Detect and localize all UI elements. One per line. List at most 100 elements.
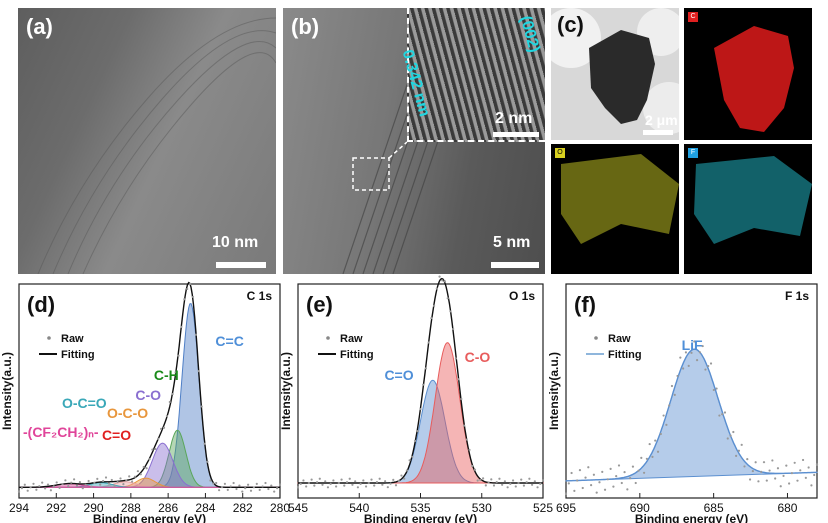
raw-point-2-55 [718,414,721,417]
raw-point-0-19 [73,478,76,481]
eds-map-o-shape [561,154,679,244]
raw-point-1-0 [296,486,300,489]
raw-point-0-55 [177,354,180,357]
component-1-0 [297,379,544,484]
raw-point-0-20 [75,484,79,487]
raw-point-0-9 [44,487,47,490]
raw-point-0-5 [32,482,35,485]
raw-point-0-83 [258,488,261,491]
raw-point-2-7 [584,476,587,479]
raw-point-2-82 [793,461,796,464]
raw-point-0-21 [78,481,81,484]
raw-point-1-80 [514,485,517,488]
raw-point-0-87 [270,484,273,487]
x-tick-label-2-2: 685 [704,501,724,515]
raw-point-1-33 [386,486,389,489]
raw-point-2-79 [785,464,788,467]
plot-frame-0 [18,283,281,499]
raw-point-1-79 [511,479,515,482]
raw-point-2-66 [748,478,752,481]
raw-point-0-82 [255,482,258,485]
x-tick-label-1-3: 530 [472,501,492,515]
raw-point-1-87 [533,480,536,483]
raw-point-1-32 [384,480,387,483]
raw-point-0-7 [38,485,41,488]
raw-point-1-15 [337,481,340,485]
raw-point-0-46 [151,448,154,451]
raw-point-2-52 [709,362,713,365]
raw-point-0-48 [157,437,160,440]
x-tick-label-0-2: 290 [84,501,104,515]
scale-bar-a [216,262,266,268]
raw-point-1-61 [462,424,466,427]
x-axis-label-1: Binding energy (eV) [364,512,477,523]
raw-point-1-29 [375,481,379,484]
fitting-envelope-0 [19,281,280,488]
raw-point-2-11 [595,491,598,494]
raw-point-0-37 [125,479,128,482]
raw-point-0-62 [197,370,200,373]
raw-point-2-42 [682,367,685,370]
raw-point-1-78 [509,482,512,485]
raw-point-2-60 [732,430,735,434]
raw-point-0-29 [102,479,105,483]
legend-fit-0: Fitting [61,349,95,361]
raw-point-1-70 [487,481,490,484]
raw-point-0-2 [23,483,26,486]
raw-point-1-12 [329,482,332,485]
component-label-0-5: C=O [102,427,131,443]
raw-point-2-14 [603,488,607,491]
panel-label-d: (d) [27,292,55,317]
raw-point-0-73 [229,485,232,488]
raw-point-2-51 [707,364,710,368]
component-label-1-1: C-O [465,349,491,365]
raw-point-1-65 [473,468,477,471]
raw-point-1-67 [479,478,482,482]
raw-point-0-80 [249,489,253,492]
raw-point-2-85 [801,458,805,462]
raw-point-1-7 [315,481,319,484]
raw-point-0-75 [235,487,238,491]
raw-point-2-38 [670,384,674,388]
raw-point-0-79 [247,483,250,486]
raw-point-0-11 [49,489,53,492]
raw-point-1-10 [324,480,327,483]
legend-raw-marker-2 [594,336,598,340]
raw-point-2-31 [651,455,654,458]
raw-point-2-24 [631,465,635,468]
x-tick-label-0-3: 288 [121,501,141,515]
raw-point-0-60 [191,295,195,299]
raw-point-2-71 [762,461,766,464]
raw-point-0-24 [87,479,90,483]
raw-point-2-65 [746,458,749,461]
raw-point-2-27 [640,456,643,460]
raw-point-1-71 [490,478,493,481]
raw-point-1-23 [359,482,362,485]
raw-point-1-66 [476,479,479,482]
raw-point-1-35 [392,478,395,481]
raw-point-1-28 [373,484,376,487]
raw-point-2-8 [587,466,590,469]
raw-point-2-58 [726,437,729,440]
raw-point-0-43 [142,465,145,469]
component-label-0-4: O-C=O [62,395,107,411]
raw-point-0-3 [26,489,29,492]
y-axis-label-1: Intensity(a.u.) [279,352,293,430]
raw-point-0-71 [223,482,226,485]
raw-point-1-17 [343,484,346,487]
raw-point-2-53 [712,388,715,392]
raw-point-1-68 [482,477,485,480]
eds-map-o-label: O [555,148,565,158]
raw-point-1-46 [422,383,425,386]
eds-map-f-label: F [688,148,698,158]
raw-point-2-39 [673,393,676,396]
raw-point-0-28 [99,483,102,486]
raw-point-2-5 [578,469,582,472]
raw-point-0-13 [55,481,58,484]
component-label-0-1: C-H [154,367,179,383]
raw-point-1-3 [305,485,308,488]
raw-point-2-84 [799,469,802,472]
raw-point-1-84 [525,481,528,484]
raw-point-1-88 [536,486,539,489]
